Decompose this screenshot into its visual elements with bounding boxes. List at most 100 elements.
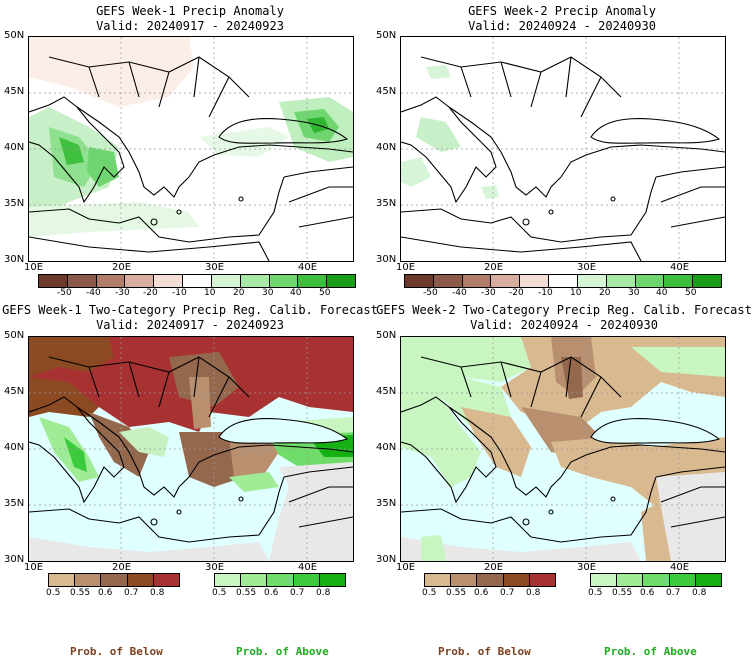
colorbar-swatch [529, 574, 556, 586]
colorbar-label: 0.5 [46, 588, 61, 598]
colorbar-label: -30 [115, 288, 130, 298]
colorbar-label: -50 [423, 288, 438, 298]
colorbar-swatch [67, 275, 97, 287]
lon-label: 30E [577, 262, 597, 273]
prob-below-label-week2: Prob. of Below [438, 645, 531, 658]
colorbar-swatch [39, 275, 68, 287]
colorbar-swatch [462, 275, 492, 287]
lat-label: 35N [376, 498, 397, 509]
colorbar-swatch [96, 275, 126, 287]
colorbar-swatch [635, 275, 665, 287]
colorbar-swatch [215, 574, 242, 586]
colorbar-label: 20 [233, 288, 245, 298]
colorbar-label: 10 [570, 288, 582, 298]
colorbar-swatch [669, 574, 696, 586]
colorbar-swatch [695, 574, 722, 586]
lat-label: 40N [4, 442, 25, 453]
colorbar-label: 30 [262, 288, 274, 298]
colorbar-swatch [49, 574, 76, 586]
colorbar-swatch [520, 275, 550, 287]
colorbar-label: 0.7 [290, 588, 305, 598]
colorbar-label: 0.7 [666, 588, 681, 598]
colorbar-label: 0.8 [316, 588, 331, 598]
lat-label: 40N [376, 142, 397, 153]
colorbar-swatch [617, 574, 644, 586]
colorbar-swatch [267, 574, 294, 586]
colorbar-label: 0.6 [264, 588, 279, 598]
colorbar-swatch [211, 275, 241, 287]
prob-above-label-week2: Prob. of Above [604, 645, 697, 658]
lon-label: 20E [484, 562, 504, 573]
colorbar-label: -50 [57, 288, 72, 298]
colorbar-swatch [154, 275, 184, 287]
colorbar-swatch [293, 574, 320, 586]
colorbar-label: -10 [172, 288, 187, 298]
panel4-title-text: GEFS Week-2 Two-Category Precip Reg. Cal… [376, 303, 752, 317]
colorbar-swatch [591, 574, 618, 586]
lat-label: 35N [4, 198, 25, 209]
colorbar-label: 0.6 [640, 588, 655, 598]
map-week1-anomaly [28, 36, 354, 262]
colorbar-label: -10 [538, 288, 553, 298]
lat-label: 30N [4, 254, 25, 265]
lon-label: 10E [24, 262, 44, 273]
colorbar-label: 0.8 [526, 588, 541, 598]
lat-label: 50N [4, 30, 25, 41]
colorbar-swatch [127, 574, 154, 586]
lon-label: 30E [205, 262, 225, 273]
lat-label: 50N [4, 330, 25, 341]
colorbar-swatch [319, 574, 346, 586]
lon-label: 40E [670, 562, 690, 573]
colorbar-label: -30 [481, 288, 496, 298]
lat-label: 30N [4, 554, 25, 565]
prob-below-colorbar-week2 [424, 573, 556, 587]
lon-label: 40E [298, 562, 318, 573]
colorbar-label: 0.7 [124, 588, 139, 598]
colorbar-label: 0.8 [150, 588, 165, 598]
panel3-title: GEFS Week-1 Two-Category Precip Reg. Cal… [0, 303, 380, 333]
colorbar-label: 0.5 [422, 588, 437, 598]
colorbar-label: 40 [656, 288, 668, 298]
lat-label: 45N [4, 386, 25, 397]
anomaly-colorbar-week1 [38, 274, 356, 288]
colorbar-swatch [153, 574, 180, 586]
colorbar-swatch [183, 275, 212, 287]
colorbar-label: 10 [204, 288, 216, 298]
lon-label: 30E [577, 562, 597, 573]
lat-label: 35N [4, 498, 25, 509]
lat-label: 40N [376, 442, 397, 453]
panel1-title: GEFS Week-1 Precip Anomaly Valid: 202409… [28, 4, 352, 34]
map-week2-anomaly [400, 36, 726, 262]
colorbar-swatch [664, 275, 694, 287]
colorbar-swatch [298, 275, 328, 287]
colorbar-label: 0.55 [446, 588, 467, 598]
colorbar-swatch [549, 275, 578, 287]
colorbar-label: 0.8 [692, 588, 707, 598]
colorbar-label: -20 [143, 288, 158, 298]
colorbar-label: 0.55 [612, 588, 633, 598]
colorbar-swatch [643, 574, 670, 586]
lat-label: 45N [376, 386, 397, 397]
colorbar-label: 0.5 [212, 588, 227, 598]
panel2-title: GEFS Week-2 Precip Anomaly Valid: 202409… [400, 4, 724, 34]
lat-label: 30N [376, 554, 397, 565]
panel4-valid-text: Valid: 20240924 - 20240930 [470, 318, 658, 332]
lon-label: 40E [670, 262, 690, 273]
lat-label: 45N [376, 86, 397, 97]
colorbar-swatch [405, 275, 434, 287]
lat-label: 35N [376, 198, 397, 209]
colorbar-swatch [327, 275, 355, 287]
prob-below-label-week1: Prob. of Below [70, 645, 163, 658]
panel4-title: GEFS Week-2 Two-Category Precip Reg. Cal… [376, 303, 752, 333]
lat-label: 30N [376, 254, 397, 265]
lon-label: 10E [396, 562, 416, 573]
colorbar-label: -40 [86, 288, 101, 298]
lon-label: 20E [112, 562, 132, 573]
colorbar-swatch [75, 574, 102, 586]
panel1-title-text: GEFS Week-1 Precip Anomaly [96, 4, 284, 18]
lon-label: 10E [24, 562, 44, 573]
colorbar-swatch [425, 574, 452, 586]
lat-label: 50N [376, 330, 397, 341]
map-week2-probability [400, 336, 726, 562]
map-week1-probability [28, 336, 354, 562]
